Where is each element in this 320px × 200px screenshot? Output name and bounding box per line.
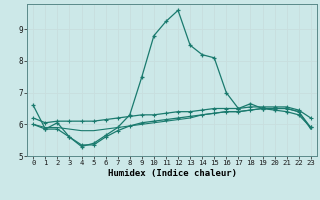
X-axis label: Humidex (Indice chaleur): Humidex (Indice chaleur) <box>108 169 236 178</box>
